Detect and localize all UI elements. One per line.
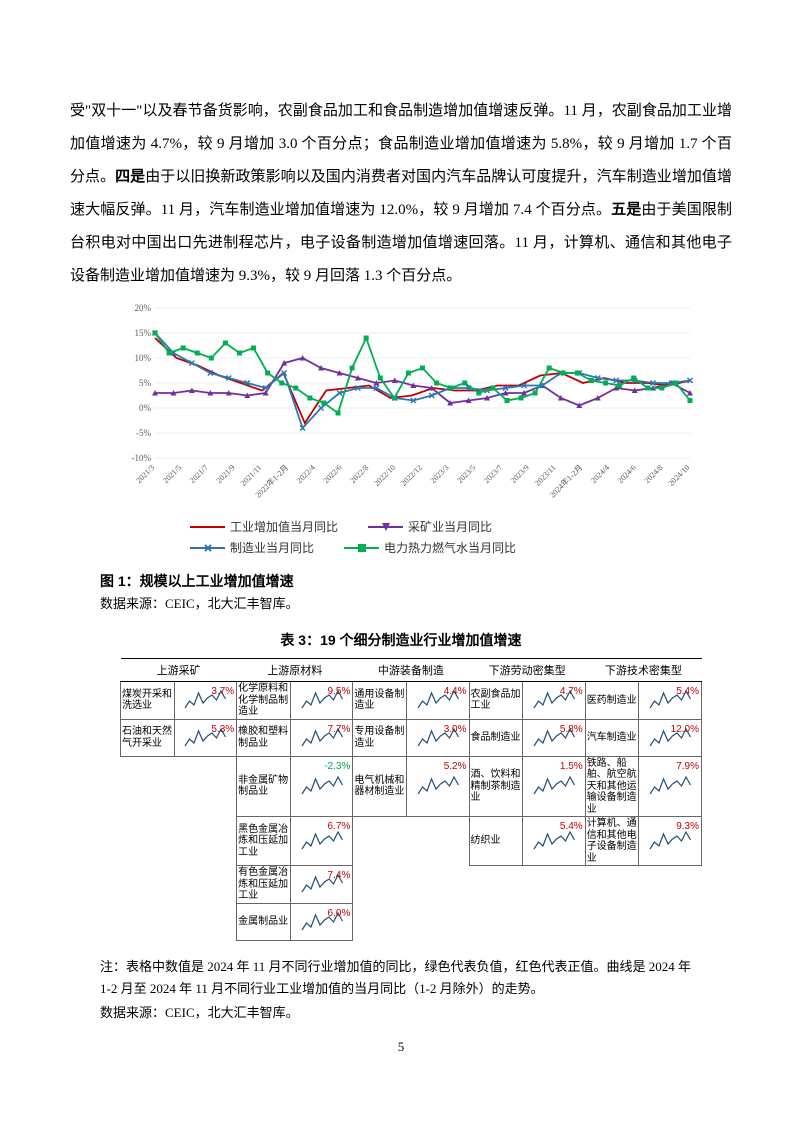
svg-text:2022/4: 2022/4: [295, 463, 317, 485]
main-paragraph: 受"双十一"以及春节备货影响，农副食品加工和食品制造增加值增速反弹。11 月，农…: [70, 95, 732, 293]
svg-text:2021/11: 2021/11: [239, 463, 264, 488]
table-3-title: 表 3：19 个细分制造业行业增加值增速: [70, 630, 732, 650]
svg-text:2022/8: 2022/8: [348, 463, 370, 485]
page-number: 5: [70, 1039, 732, 1055]
svg-text:2023/3: 2023/3: [429, 463, 451, 485]
svg-text:2023/11: 2023/11: [533, 463, 558, 488]
figure-1-chart: -10%-5%0%5%10%15%20%2021/32021/52021/720…: [120, 303, 700, 513]
svg-text:10%: 10%: [135, 353, 152, 363]
svg-text:2024/4: 2024/4: [589, 463, 611, 485]
figure-1-caption: 图 1：规模以上工业增加值增速: [100, 571, 732, 591]
svg-text:2022/6: 2022/6: [322, 463, 344, 485]
svg-text:0%: 0%: [139, 403, 152, 413]
svg-text:2021/3: 2021/3: [134, 463, 156, 485]
svg-text:2023/5: 2023/5: [455, 463, 477, 485]
svg-text:2024/10: 2024/10: [666, 463, 691, 488]
svg-text:15%: 15%: [135, 328, 152, 338]
svg-text:-5%: -5%: [136, 428, 151, 438]
svg-text:5%: 5%: [139, 378, 152, 388]
svg-text:2022/10: 2022/10: [372, 463, 397, 488]
figure-1-source: 数据来源：CEIC，北大汇丰智库。: [100, 593, 732, 612]
svg-text:2023/7: 2023/7: [482, 463, 504, 485]
svg-text:2024/8: 2024/8: [643, 463, 665, 485]
table-3: 上游采矿上游原材料中游装备制造下游劳动密集型下游技术密集型煤炭开采和洗选业3.7…: [120, 658, 702, 941]
table-3-source: 数据来源：CEIC，北大汇丰智库。: [100, 1002, 702, 1024]
svg-text:-10%: -10%: [132, 453, 152, 463]
table-3-note: 注：表格中数值是 2024 年 11 月不同行业增加值的同比，绿色代表负值，红色…: [100, 956, 702, 1000]
svg-text:2021/5: 2021/5: [161, 463, 183, 485]
chart-legend: 工业增加值当月同比 采矿业当月同比 制造业当月同比 电力热力燃气水当月同比: [190, 518, 732, 556]
svg-text:20%: 20%: [135, 303, 152, 313]
svg-text:2021/9: 2021/9: [215, 463, 237, 485]
svg-text:2022/12: 2022/12: [399, 463, 424, 488]
svg-text:2024/6: 2024/6: [616, 463, 638, 485]
svg-text:2023/9: 2023/9: [509, 463, 531, 485]
svg-text:2021/7: 2021/7: [188, 463, 210, 485]
